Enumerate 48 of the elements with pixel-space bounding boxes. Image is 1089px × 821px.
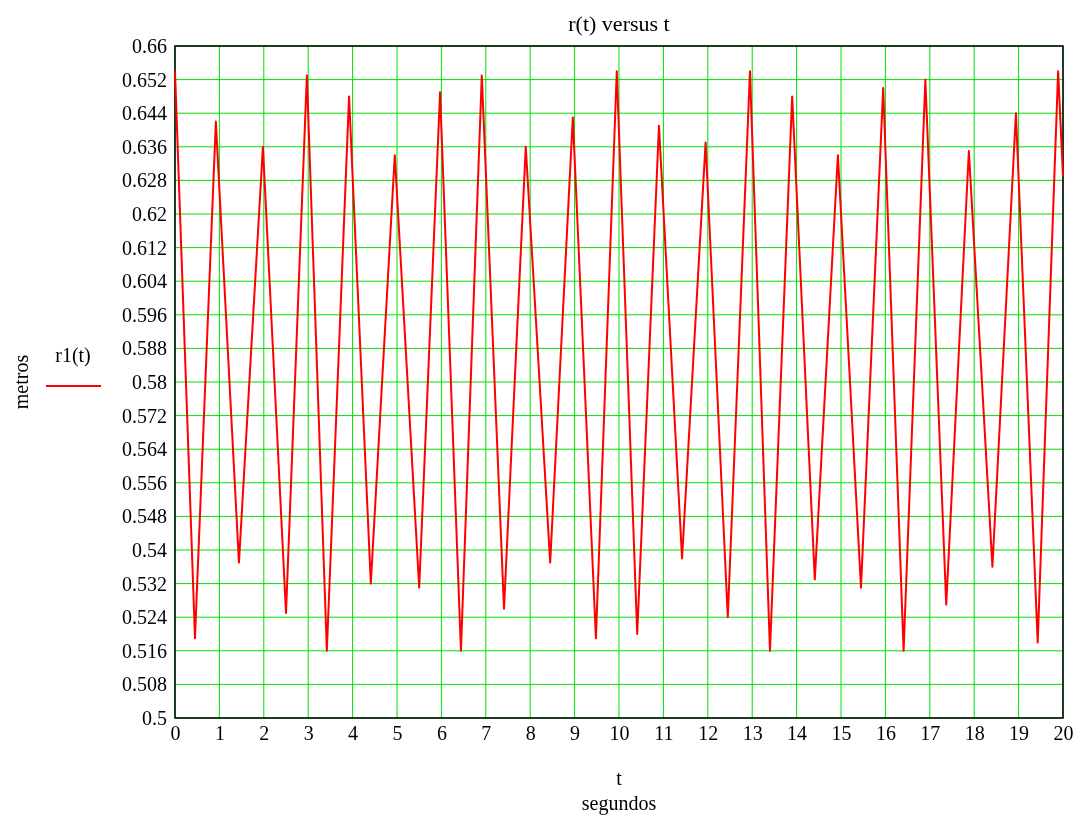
y-tick-label: 0.516 bbox=[122, 639, 167, 662]
x-tick-label: 6 bbox=[436, 722, 447, 745]
y-tick-label: 0.66 bbox=[132, 34, 167, 57]
y-tick-label: 0.604 bbox=[122, 270, 167, 293]
y-tick-label: 0.508 bbox=[122, 673, 167, 696]
x-tick-label: 19 bbox=[1009, 722, 1030, 745]
y-tick-label: 0.636 bbox=[122, 135, 167, 158]
x-tick-label: 18 bbox=[964, 722, 985, 745]
x-tick-label: 3 bbox=[303, 722, 314, 745]
x-tick-label: 5 bbox=[392, 722, 403, 745]
x-tick-label: 2 bbox=[259, 722, 270, 745]
text: segundos bbox=[581, 792, 657, 815]
y-tick-label: 0.596 bbox=[122, 303, 167, 326]
y-tick-label: 0.652 bbox=[122, 68, 167, 91]
x-tick-label: 12 bbox=[698, 722, 719, 745]
y-tick-label: 0.644 bbox=[122, 102, 167, 125]
x-tick-label: 13 bbox=[742, 722, 763, 745]
y-tick-label: 0.548 bbox=[122, 505, 167, 528]
y-tick-label: 0.628 bbox=[122, 169, 167, 192]
y-tick-label: 0.572 bbox=[122, 404, 167, 427]
line-series bbox=[174, 70, 1064, 652]
chart-title: r(t) versus t bbox=[568, 11, 670, 36]
x-tick-label: 7 bbox=[481, 722, 492, 745]
y-tick-label: 0.588 bbox=[122, 337, 167, 360]
x-tick-label: 1 bbox=[214, 722, 225, 745]
y-tick-label: 0.54 bbox=[132, 538, 167, 561]
x-tick-label: 14 bbox=[787, 722, 808, 745]
x-tick-label: 0 bbox=[170, 722, 181, 745]
x-tick-label: 4 bbox=[348, 722, 359, 745]
x-tick-label: 8 bbox=[525, 722, 536, 745]
y-tick-label: 0.58 bbox=[132, 370, 167, 393]
y-tick-label: 0.62 bbox=[132, 202, 167, 225]
x-tick-label: 15 bbox=[831, 722, 852, 745]
x-tick-label: 10 bbox=[609, 722, 630, 745]
y-tick-label: 0.524 bbox=[122, 606, 167, 629]
x-axis-title: t bbox=[616, 767, 623, 789]
y-tick-label: 0.5 bbox=[142, 706, 167, 729]
x-tick-label: 16 bbox=[875, 722, 896, 745]
y-axis-title: metros bbox=[10, 354, 32, 410]
y-tick-label: 0.556 bbox=[122, 471, 167, 494]
y-tick-label: 0.532 bbox=[122, 572, 167, 595]
y-tick-label: 0.612 bbox=[122, 236, 167, 259]
y-tick-label: 0.564 bbox=[122, 438, 167, 461]
x-tick-label: 20 bbox=[1053, 722, 1074, 745]
x-tick-label: 11 bbox=[654, 722, 674, 745]
x-tick-label: 17 bbox=[920, 722, 941, 745]
x-tick-label: 9 bbox=[570, 722, 581, 745]
text: r1(t) bbox=[55, 344, 91, 367]
